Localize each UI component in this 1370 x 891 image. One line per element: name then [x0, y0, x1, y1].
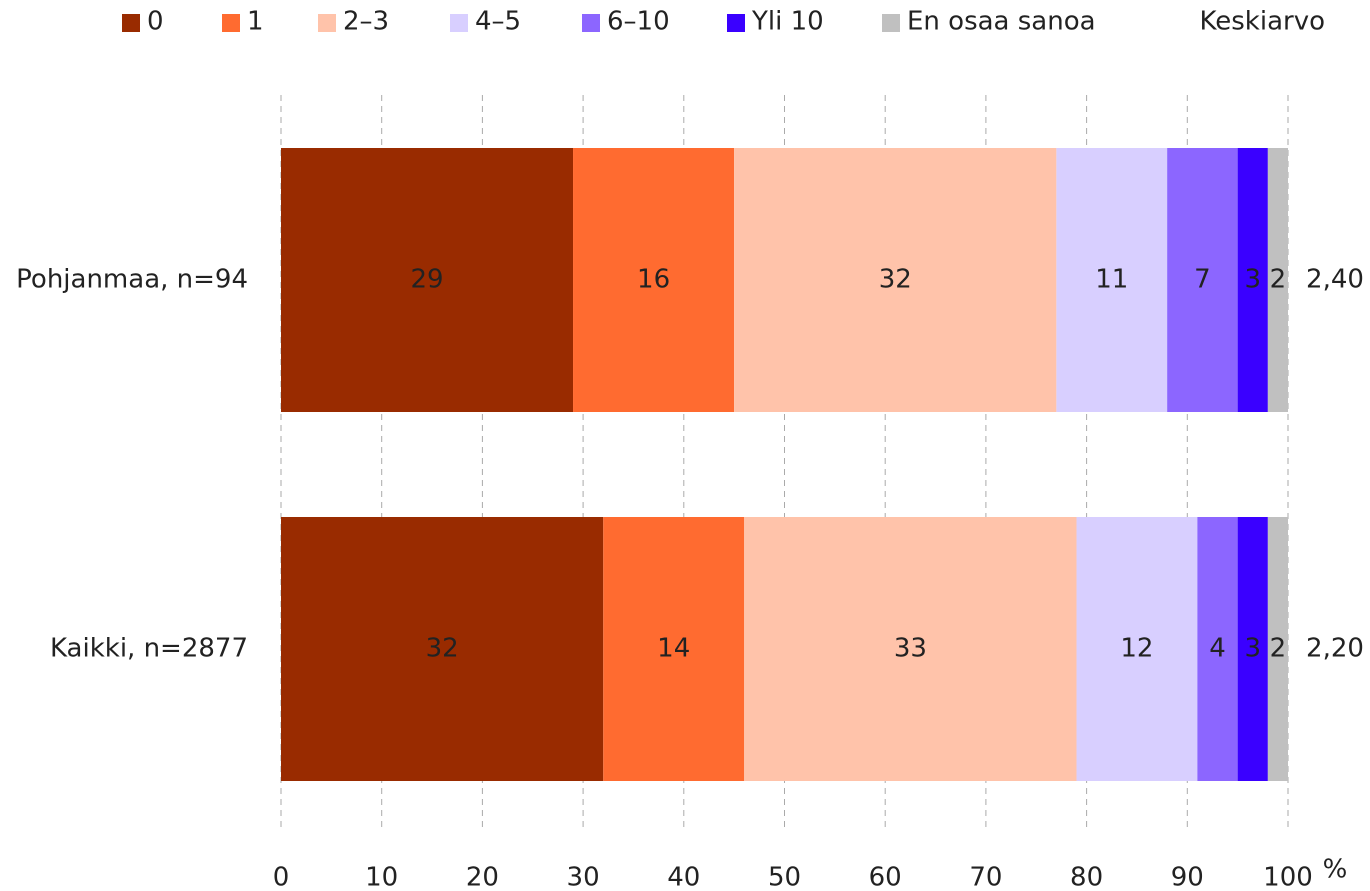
y-tick-label: Kaikki, n=2877: [50, 634, 248, 664]
legend-label: 4–5: [475, 7, 521, 37]
data-label: 14: [657, 634, 690, 664]
data-label: 33: [894, 634, 927, 664]
legend-swatch: [882, 14, 900, 32]
legend-label: 1: [247, 7, 264, 37]
legend-swatch: [727, 14, 745, 32]
legend-swatch: [582, 14, 600, 32]
legend-label: 2–3: [343, 7, 389, 37]
data-label: 32: [426, 634, 459, 664]
x-tick-label: 40: [667, 863, 700, 891]
x-tick-label: 80: [1070, 863, 1103, 891]
data-label: 7: [1194, 265, 1211, 295]
legend-label: 0: [147, 7, 164, 37]
bar-segment: [744, 517, 1077, 781]
bar-segment: [734, 148, 1057, 412]
mean-label: 2,20: [1306, 634, 1364, 664]
bar-segment: [1237, 517, 1268, 781]
data-label: 16: [637, 265, 670, 295]
bar-segment: [281, 148, 574, 412]
bar-segment: [1167, 148, 1238, 412]
legend-swatch: [318, 14, 336, 32]
data-label: 3: [1244, 265, 1261, 295]
data-label: 29: [410, 265, 443, 295]
x-tick-label: 90: [1171, 863, 1204, 891]
bar-segment: [281, 517, 604, 781]
legend-label: 6–10: [607, 7, 670, 37]
legend-swatch: [450, 14, 468, 32]
legend-swatch: [222, 14, 240, 32]
data-label: 12: [1120, 634, 1153, 664]
x-tick-label: 20: [466, 863, 499, 891]
x-tick-label: 100: [1263, 863, 1313, 891]
bar-segment: [1267, 517, 1288, 781]
mean-header: Keskiarvo: [1200, 7, 1326, 37]
legend-swatch: [122, 14, 140, 32]
y-tick-label: Pohjanmaa, n=94: [16, 265, 248, 295]
legend-label: Yli 10: [751, 7, 824, 37]
data-label: 4: [1209, 634, 1226, 664]
data-label: 11: [1095, 265, 1128, 295]
legend-label: En osaa sanoa: [907, 7, 1096, 37]
bar-segment: [603, 517, 745, 781]
mean-label: 2,40: [1306, 265, 1364, 295]
data-label: 3: [1244, 634, 1261, 664]
x-axis-label: %: [1323, 855, 1348, 885]
bar-segment: [1056, 148, 1168, 412]
data-label: 2: [1270, 265, 1287, 295]
x-tick-label: 70: [969, 863, 1002, 891]
bar-segment: [1237, 148, 1268, 412]
x-tick-label: 0: [273, 863, 290, 891]
data-label: 2: [1270, 634, 1287, 664]
x-tick-label: 30: [567, 863, 600, 891]
bar-segment: [1076, 517, 1198, 781]
bar-segment: [573, 148, 735, 412]
x-tick-label: 10: [365, 863, 398, 891]
bar-segment: [1267, 148, 1288, 412]
x-tick-label: 50: [768, 863, 801, 891]
data-label: 32: [879, 265, 912, 295]
bar-segment: [1197, 517, 1238, 781]
x-tick-label: 60: [869, 863, 902, 891]
